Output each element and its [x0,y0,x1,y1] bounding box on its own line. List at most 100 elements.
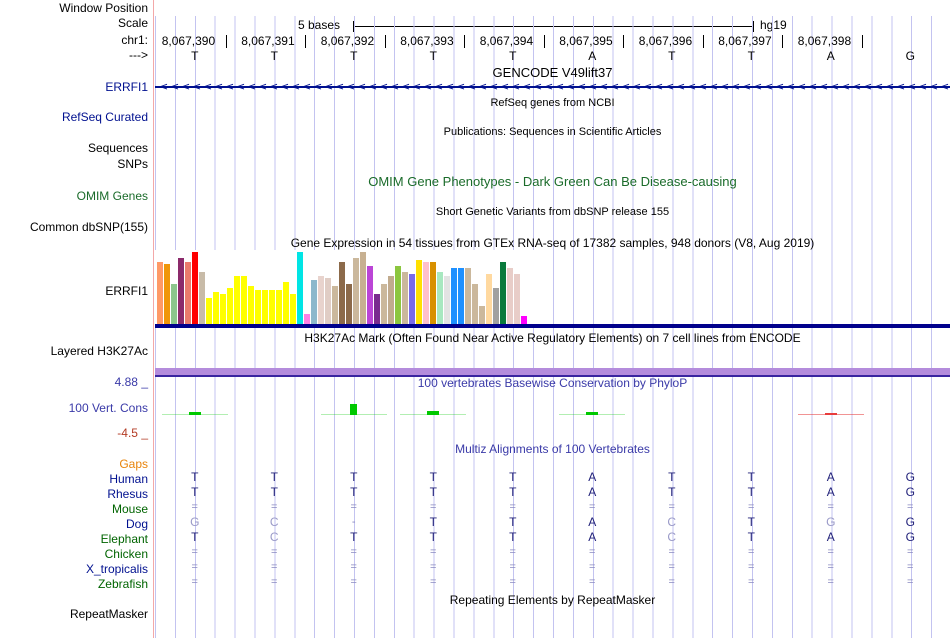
gtex-tissue-bar[interactable] [360,252,366,324]
sidebar-item-mouse[interactable]: Mouse [111,502,148,516]
multiz-base-cell: = [509,576,516,588]
gtex-tissue-bar[interactable] [423,262,429,324]
gtex-tissue-bar[interactable] [437,272,443,324]
gtex-tissue-bar[interactable] [339,262,345,324]
gtex-tissue-bar[interactable] [493,288,499,324]
gtex-tissue-bar[interactable] [402,272,408,324]
gtex-tissue-bar[interactable] [255,290,261,324]
sidebar-item-dog[interactable]: Dog [125,517,148,531]
multiz-base-cell: T [747,485,755,499]
gtex-tissue-bar[interactable] [332,286,338,324]
gtex-tissue-bar[interactable] [500,262,506,324]
gtex-tissue-bar[interactable] [472,284,478,324]
multiz-base-cell: = [589,501,596,513]
sidebar-item-layered-h3k27ac[interactable]: Layered H3K27Ac [50,344,148,358]
sidebar-item-rhesus[interactable]: Rhesus [107,487,148,501]
gene-strand-arrow-icon: < [665,80,675,93]
gtex-tissue-bar[interactable] [192,252,198,324]
gtex-tissue-bar[interactable] [248,286,254,324]
multiz-base-cell: = [350,561,357,573]
multiz-base-cell: = [827,546,834,558]
sidebar-item-gencode[interactable]: ERRFI1 [105,80,148,94]
gtex-tissue-bar[interactable] [416,260,422,324]
multiz-base-cell: T [429,515,437,529]
multiz-base-cell: C [667,530,677,544]
label-chromosome: chr1: [121,33,148,47]
gtex-tissue-bar[interactable] [409,274,415,324]
sidebar-item-x-tropicalis[interactable]: X_tropicalis [85,562,148,576]
ruler-position-label: 8,067,396 [638,34,693,48]
gtex-tissue-bar[interactable] [227,288,233,324]
gtex-tissue-bar[interactable] [220,294,226,324]
gtex-tissue-bar[interactable] [283,282,289,324]
gtex-tissue-bar[interactable] [521,316,527,324]
gtex-tissue-bar[interactable] [451,268,457,324]
gtex-tissue-bar[interactable] [318,276,324,324]
gtex-tissue-bar[interactable] [178,258,184,324]
gtex-tissue-bar[interactable] [395,266,401,324]
sidebar-item-zebrafish[interactable]: Zebrafish [97,577,148,591]
gtex-tissue-bar[interactable] [290,294,296,324]
gtex-tissue-bar[interactable] [213,292,219,324]
gtex-tissue-bar[interactable] [325,278,331,324]
conservation-score-mark[interactable] [188,412,201,415]
multiz-alignment-grid[interactable]: T T T T T A T T A G T T T T T A T T A G = = = = = = = = = = G C - T T A C T G G… [155,455,950,588]
gtex-tissue-bar[interactable] [346,284,352,324]
gtex-tissue-bar[interactable] [388,276,394,324]
multiz-base-cell: T [429,530,437,544]
gtex-tissue-bar[interactable] [164,264,170,324]
reference-base: T [509,49,517,63]
gtex-tissue-bar[interactable] [458,268,464,324]
gtex-tissue-bar[interactable] [311,280,317,324]
sidebar-item-publications-snps[interactable]: SNPs [117,157,148,171]
gtex-tissue-bar[interactable] [171,284,177,324]
gtex-tissue-bar[interactable] [514,274,520,324]
gtex-tissue-bar[interactable] [374,294,380,324]
data-pane[interactable]: 8,067,390 8,067,391 8,067,392 8,067,393 8,06… [155,0,950,638]
gtex-tissue-bar[interactable] [234,276,240,324]
h3k27ac-signal-band[interactable] [155,368,950,375]
gtex-tissue-bar[interactable] [206,298,212,324]
gtex-tissue-bar[interactable] [297,252,303,324]
sidebar-item-repeatmasker[interactable]: RepeatMasker [69,607,148,621]
sidebar-item-human[interactable]: Human [109,472,148,486]
gtex-tissue-bar[interactable] [199,272,205,324]
gtex-tissue-bar[interactable] [262,290,268,324]
gtex-tissue-bar[interactable] [486,274,492,324]
conservation-score-mark[interactable] [824,413,837,415]
gtex-tissue-bar[interactable] [479,306,485,324]
sidebar-item-gtex-errfi1[interactable]: ERRFI1 [105,284,148,298]
gtex-tissue-bar[interactable] [381,284,387,324]
gencode-gene-feature[interactable]: < < < < < < < < < < < < < < < < < < < < < < < < < < < < < < < < < < < < < < < <… [155,80,950,93]
ruler-tick [464,35,466,48]
phylop-conservation-plot[interactable] [155,390,950,438]
gtex-tissue-bar[interactable] [353,258,359,324]
gtex-tissue-bar[interactable] [444,276,450,324]
gtex-tissue-bar[interactable] [507,268,513,324]
sidebar-item-100-vert-cons[interactable]: 100 Vert. Cons [68,401,148,415]
gtex-tissue-bar[interactable] [304,314,310,324]
gtex-expression-barchart[interactable] [155,250,535,324]
gtex-tissue-bar[interactable] [367,266,373,324]
gtex-tissue-bar[interactable] [465,268,471,324]
sidebar-item-chicken[interactable]: Chicken [104,547,148,561]
sidebar-item-omim-genes[interactable]: OMIM Genes [76,189,148,203]
gtex-tissue-bar[interactable] [430,262,436,324]
conservation-score-mark[interactable] [427,411,440,415]
conservation-score-mark[interactable] [350,404,358,415]
sidebar-item-gaps[interactable]: Gaps [119,457,148,471]
sidebar-item-refseq-curated[interactable]: RefSeq Curated [61,110,148,124]
gtex-tissue-bar[interactable] [276,290,282,324]
sidebar-item-publications-sequences[interactable]: Sequences [87,141,148,155]
gtex-tissue-bar[interactable] [185,262,191,324]
gtex-tissue-bar[interactable] [241,276,247,324]
gene-strand-arrow-icon: < [929,80,939,93]
multiz-base-cell: T [350,485,358,499]
sidebar-item-elephant[interactable]: Elephant [100,532,148,546]
sidebar-item-common-dbsnp[interactable]: Common dbSNP(155) [29,220,148,234]
gtex-tissue-bar[interactable] [269,290,275,324]
conservation-score-mark[interactable] [586,412,599,415]
gene-strand-arrow-icon: < [698,80,708,93]
multiz-base-cell: = [827,561,834,573]
gtex-tissue-bar[interactable] [157,262,163,324]
